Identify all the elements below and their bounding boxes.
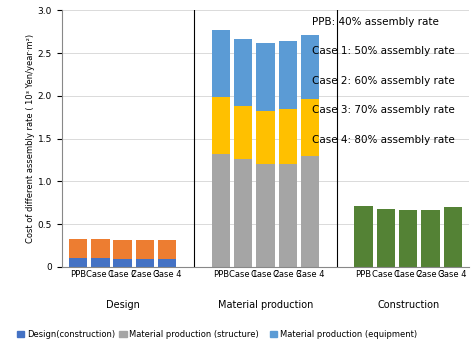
Bar: [279, 41, 297, 109]
Bar: [234, 39, 252, 106]
Text: Construction: Construction: [377, 300, 439, 310]
Bar: [113, 240, 132, 259]
Text: Material production: Material production: [218, 300, 313, 310]
Bar: [279, 109, 297, 164]
Bar: [69, 239, 87, 258]
Text: Case 4: 80% assembly rate: Case 4: 80% assembly rate: [312, 135, 455, 145]
Bar: [158, 240, 176, 259]
Text: PPB: 40% assembly rate: PPB: 40% assembly rate: [312, 17, 439, 27]
Bar: [212, 97, 230, 154]
Legend: Design(construction), Design (maintenace), Material production (structure), Mate: Design(construction), Design (maintenace…: [17, 330, 417, 342]
Bar: [399, 210, 418, 267]
Bar: [301, 156, 319, 267]
Bar: [279, 164, 297, 267]
Text: Design: Design: [106, 300, 140, 310]
Y-axis label: Cost of different assembly rate ( 10³ Yen/year·m²): Cost of different assembly rate ( 10³ Ye…: [26, 34, 35, 243]
Bar: [212, 30, 230, 97]
Bar: [301, 35, 319, 99]
Bar: [69, 258, 87, 267]
Text: Case 1: 50% assembly rate: Case 1: 50% assembly rate: [312, 46, 455, 56]
Text: Case 3: 70% assembly rate: Case 3: 70% assembly rate: [312, 105, 455, 115]
Bar: [212, 154, 230, 267]
Bar: [113, 259, 132, 267]
Bar: [256, 43, 274, 111]
Bar: [256, 164, 274, 267]
Bar: [158, 259, 176, 267]
Bar: [234, 106, 252, 159]
Text: Case 2: 60% assembly rate: Case 2: 60% assembly rate: [312, 76, 455, 86]
Bar: [377, 209, 395, 267]
Bar: [421, 210, 440, 267]
Bar: [91, 258, 109, 267]
Bar: [355, 206, 373, 267]
Bar: [234, 159, 252, 267]
Bar: [444, 207, 462, 267]
Bar: [256, 111, 274, 164]
Bar: [91, 239, 109, 258]
Bar: [136, 259, 154, 267]
Bar: [301, 99, 319, 156]
Bar: [136, 240, 154, 259]
